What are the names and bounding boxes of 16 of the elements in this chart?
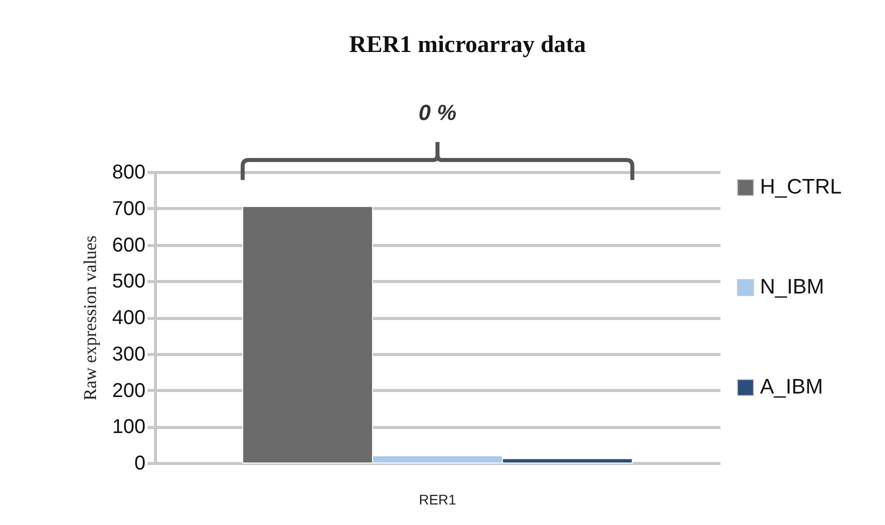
legend-label: H_CTRL	[760, 176, 842, 198]
text: 0 %	[418, 100, 456, 126]
legend-label: N_IBM	[760, 276, 824, 298]
chart-title: RER1 microarray data	[349, 32, 586, 58]
y-tick-label: 300	[112, 343, 146, 366]
y-tick-label: 0	[134, 452, 146, 474]
y-axis-title: Raw expression values	[80, 236, 100, 400]
y-tick-label: 100	[112, 416, 146, 438]
x-tick-label: RER1	[418, 492, 456, 508]
y-tick-label: 200	[112, 380, 146, 402]
y-tick-label: 400	[112, 307, 146, 329]
y-tick-label: 800	[112, 162, 146, 184]
y-tick-label: 700	[112, 198, 146, 220]
legend-label: A_IBM	[760, 376, 824, 398]
y-tick-label: 500	[112, 270, 146, 293]
y-tick-label: 600	[112, 234, 146, 256]
